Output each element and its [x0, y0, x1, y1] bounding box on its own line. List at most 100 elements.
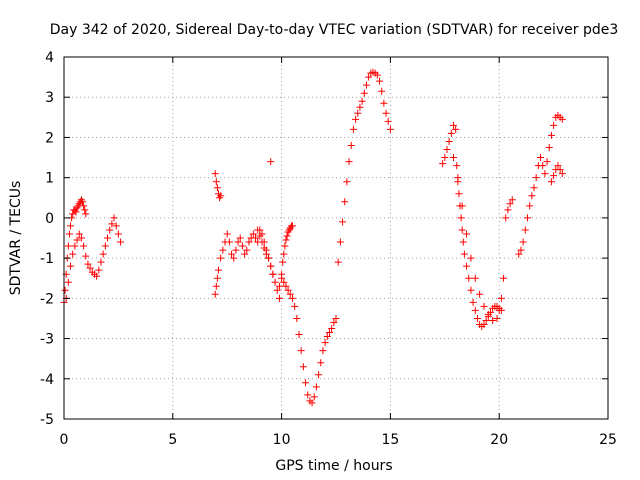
data-point: [545, 144, 553, 151]
data-point: [77, 234, 85, 242]
data-point: [64, 278, 72, 286]
data-point: [278, 274, 286, 282]
data-point: [288, 294, 296, 302]
data-point: [365, 73, 373, 81]
data-point: [537, 154, 545, 162]
y-tick-label: -3: [40, 332, 54, 348]
data-point: [489, 316, 497, 324]
data-point: [473, 314, 481, 322]
data-points: [60, 68, 566, 407]
data-point: [93, 272, 101, 280]
x-tick-label: 0: [60, 432, 69, 448]
data-point: [382, 109, 390, 117]
data-point: [554, 162, 562, 170]
data-point: [243, 246, 251, 254]
data-point: [230, 254, 238, 262]
data-point: [269, 270, 277, 278]
data-point: [384, 117, 392, 125]
data-point: [279, 258, 287, 266]
data-point: [99, 250, 107, 258]
y-tick-label: -2: [40, 291, 54, 307]
data-point: [97, 258, 105, 266]
data-point: [213, 274, 221, 282]
data-point: [332, 314, 340, 322]
data-point: [310, 393, 318, 401]
chart-title: Day 342 of 2020, Sidereal Day-to-day VTE…: [50, 22, 619, 38]
y-tick-label: 3: [45, 90, 54, 106]
data-point: [315, 371, 323, 379]
data-point: [380, 99, 388, 107]
data-point: [471, 274, 479, 282]
data-point: [65, 230, 73, 238]
data-point: [75, 230, 83, 238]
data-point: [308, 399, 316, 407]
data-point: [213, 184, 221, 192]
data-point: [336, 238, 344, 246]
data-point: [69, 250, 77, 258]
data-point: [61, 286, 69, 294]
data-point: [67, 222, 75, 230]
data-point: [238, 242, 246, 250]
data-point: [452, 125, 460, 133]
data-point: [543, 158, 551, 166]
data-point: [334, 258, 342, 266]
data-point: [467, 286, 475, 294]
data-point: [275, 294, 283, 302]
data-point: [500, 274, 508, 282]
data-point: [517, 246, 525, 254]
data-point: [530, 184, 538, 192]
data-point: [219, 246, 227, 254]
data-point: [114, 230, 122, 238]
data-point: [84, 260, 92, 268]
data-point: [317, 359, 325, 367]
data-point: [297, 347, 305, 355]
data-point: [312, 383, 320, 391]
data-point: [275, 282, 283, 290]
data-point: [480, 320, 488, 328]
data-point: [265, 254, 273, 262]
y-tick-label: 4: [45, 50, 54, 66]
data-point: [443, 146, 451, 154]
data-point: [556, 166, 564, 174]
data-point: [463, 262, 471, 270]
data-point: [497, 294, 505, 302]
data-point: [347, 141, 355, 149]
data-point: [295, 331, 303, 339]
data-point: [288, 222, 296, 230]
data-point: [373, 71, 381, 79]
data-point: [211, 170, 219, 178]
data-point: [523, 214, 531, 222]
data-point: [356, 103, 364, 111]
data-point: [293, 314, 301, 322]
data-point: [354, 109, 362, 117]
data-point: [267, 158, 275, 166]
data-point: [378, 87, 386, 95]
data-point: [104, 234, 112, 242]
data-point: [228, 250, 236, 258]
data-point: [484, 310, 492, 318]
y-tick-label: -4: [40, 372, 54, 388]
data-point: [539, 162, 547, 170]
data-point: [445, 137, 453, 145]
data-point: [458, 202, 466, 210]
y-tick-label: 1: [45, 171, 54, 187]
data-point: [81, 206, 89, 214]
data-point: [271, 278, 279, 286]
data-point: [519, 238, 527, 246]
x-axis-ticks: 0 5 10 15 20 25: [60, 57, 617, 448]
x-tick-label: 5: [168, 432, 177, 448]
data-point: [358, 97, 366, 105]
data-point: [86, 264, 94, 272]
data-point: [223, 230, 231, 238]
data-point: [541, 170, 549, 178]
data-point: [343, 178, 351, 186]
data-point: [352, 115, 360, 123]
y-axis-label: SDTVAR / TECUs: [8, 181, 24, 296]
data-point: [441, 154, 449, 162]
data-point: [258, 238, 266, 246]
data-point: [245, 238, 253, 246]
data-point: [217, 254, 225, 262]
x-tick-label: 10: [273, 432, 291, 448]
data-point: [471, 306, 479, 314]
data-point: [453, 162, 461, 170]
